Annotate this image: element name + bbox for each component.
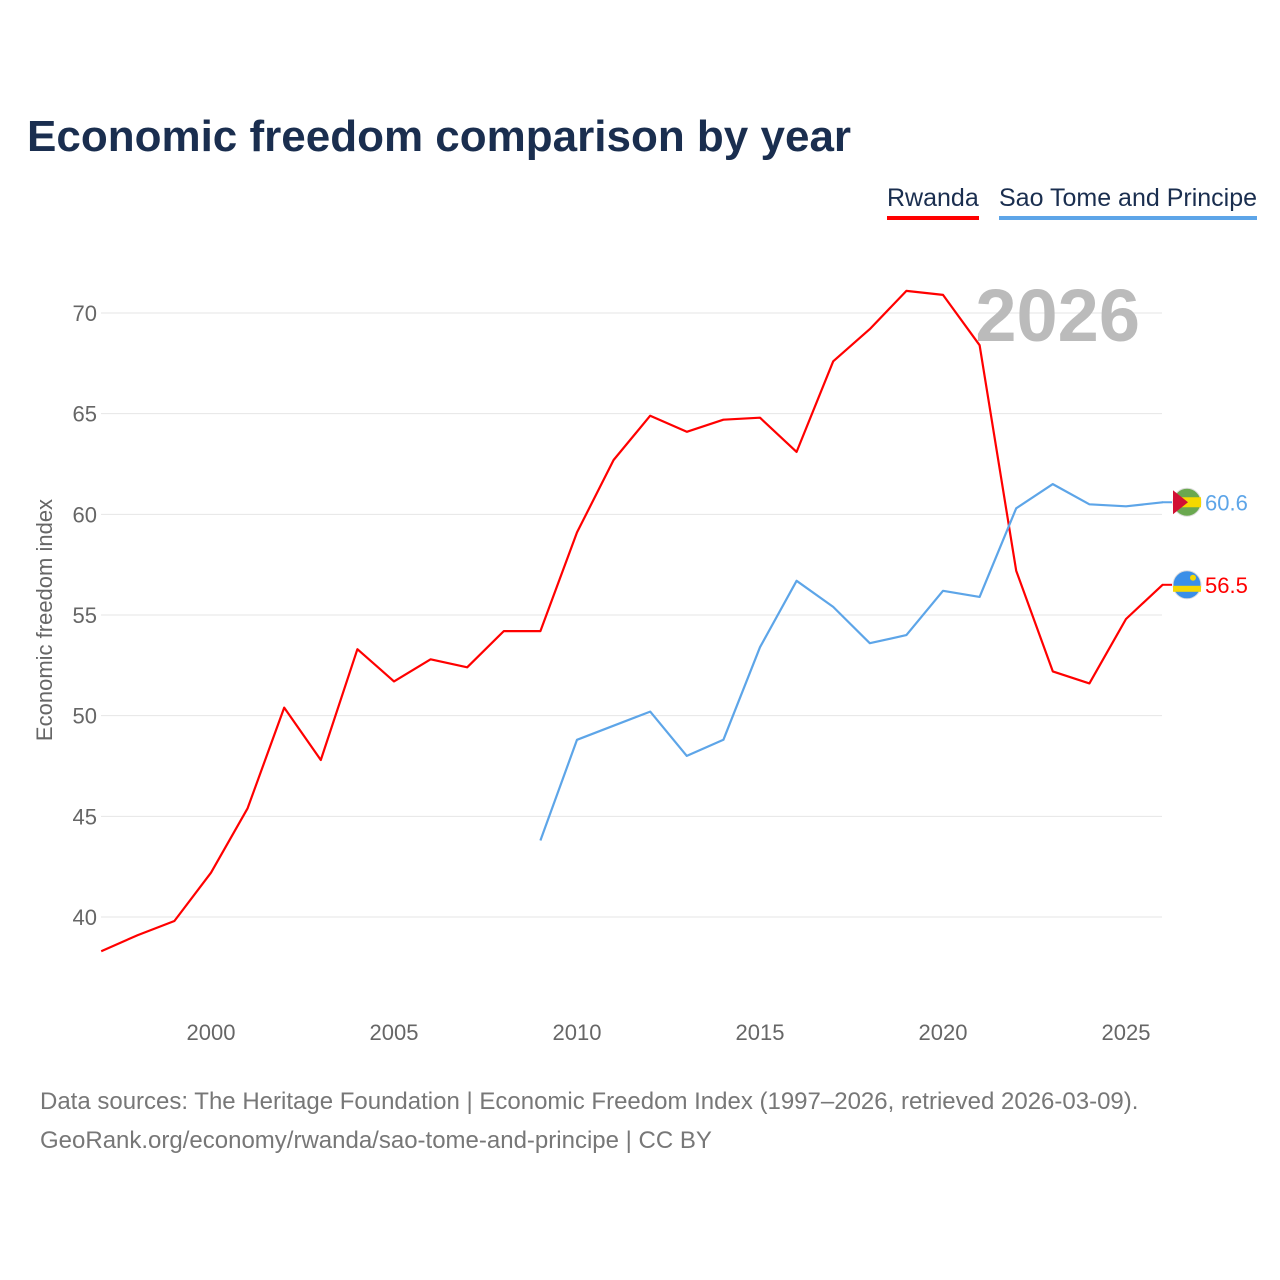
legend-sao-tome[interactable]: Sao Tome and Principe bbox=[999, 184, 1258, 220]
series-line-0 bbox=[100, 289, 1164, 953]
flag-stripe bbox=[1173, 585, 1201, 592]
y-tick-label: 60 bbox=[73, 502, 97, 527]
y-tick-label: 50 bbox=[73, 704, 97, 729]
x-tick-label: 2005 bbox=[370, 1020, 419, 1045]
x-tick-label: 2025 bbox=[1102, 1020, 1151, 1045]
rwanda-flag-icon bbox=[1172, 570, 1202, 600]
y-tick-label: 45 bbox=[73, 804, 97, 829]
y-tick-label: 70 bbox=[73, 301, 97, 326]
flag-triangle bbox=[1173, 490, 1188, 515]
y-tick-label: 55 bbox=[73, 603, 97, 628]
legend-rwanda[interactable]: Rwanda bbox=[887, 184, 979, 220]
y-axis-label: Economic freedom index bbox=[32, 499, 57, 741]
x-tick-label: 2020 bbox=[919, 1020, 968, 1045]
x-tick-label: 2000 bbox=[187, 1020, 236, 1045]
source-text: Data sources: The Heritage Foundation | … bbox=[40, 1088, 1139, 1115]
y-tick-label: 40 bbox=[73, 905, 97, 930]
x-tick-label: 2015 bbox=[736, 1020, 785, 1045]
source-url: GeoRank.org/economy/rwanda/sao-tome-and-… bbox=[40, 1127, 712, 1154]
series-line-1 bbox=[539, 483, 1163, 841]
x-tick-label: 2010 bbox=[553, 1020, 602, 1045]
y-tick-label: 65 bbox=[73, 402, 97, 427]
year-watermark: 2026 bbox=[975, 274, 1140, 357]
flag-sun bbox=[1190, 574, 1196, 581]
chart-title: Economic freedom comparison by year bbox=[27, 112, 852, 161]
end-value-label: 60.6 bbox=[1205, 490, 1248, 515]
end-value-label: 56.5 bbox=[1205, 573, 1248, 598]
